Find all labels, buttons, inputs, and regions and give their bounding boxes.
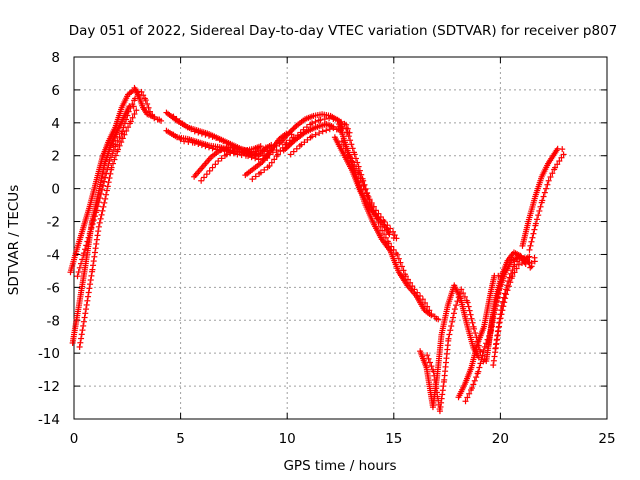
y-tick-label: 2: [51, 149, 60, 165]
y-tick-label: -8: [47, 313, 60, 329]
y-axis-label: SDTVAR / TECUs: [6, 185, 22, 295]
series-mid-b: [163, 127, 271, 163]
data-points: [67, 84, 567, 415]
chart-title: Day 051 of 2022, Sidereal Day-to-day VTE…: [69, 23, 618, 39]
series-mid-c: [191, 143, 271, 184]
series-rise-b: [69, 103, 140, 350]
y-tick-label: -12: [38, 379, 60, 395]
axis-ticks: 0 5 10 15 20 25 -14 -12 -10 -8 -6 -4 -2 0 2 4 6 8: [38, 50, 616, 447]
y-tick-label: -10: [38, 346, 60, 362]
y-tick-label: 0: [51, 182, 60, 198]
x-tick-label: 0: [70, 431, 79, 447]
series-rise-a: [67, 87, 142, 280]
y-tick-label: -2: [47, 215, 60, 231]
x-tick-label: 15: [385, 431, 402, 447]
y-tick-label: -14: [38, 412, 60, 428]
x-tick-label: 5: [176, 431, 185, 447]
series-peak-3h: [131, 84, 165, 124]
y-tick-label: -4: [47, 247, 60, 263]
series-fall-b: [331, 134, 400, 242]
y-tick-label: 4: [51, 116, 60, 132]
grid-lines: [74, 57, 607, 419]
y-tick-label: -6: [47, 280, 60, 296]
x-tick-label: 25: [598, 431, 615, 447]
series-recovery-b: [485, 249, 535, 352]
x-axis-label: GPS time / hours: [283, 458, 396, 474]
y-tick-label: 6: [51, 83, 60, 99]
y-tick-label: 8: [51, 50, 60, 66]
x-tick-label: 10: [279, 431, 296, 447]
series-trough: [417, 282, 488, 415]
series-rise-end: [519, 145, 567, 253]
series-mid-d: [242, 130, 297, 183]
x-tick-label: 20: [492, 431, 509, 447]
plot-frame: [73, 56, 608, 420]
